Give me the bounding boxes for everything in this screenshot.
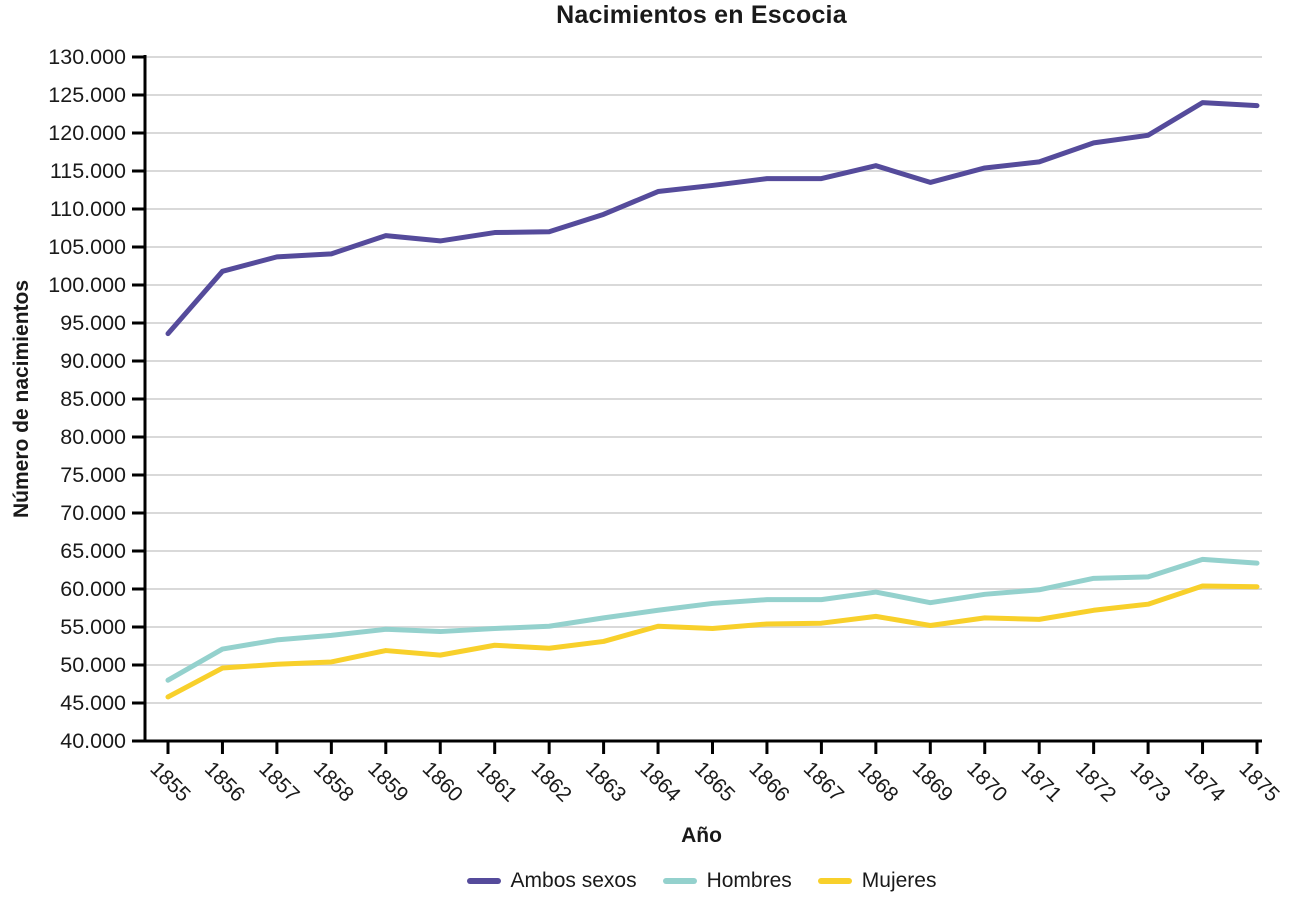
series-line-mujeres	[165, 583, 1260, 700]
chart-title: Nacimientos en Escocia	[556, 1, 847, 29]
legend-label: Mujeres	[861, 869, 937, 892]
x-tick-label: 1862	[527, 757, 576, 806]
x-tick-label: 1863	[581, 757, 630, 806]
y-tick-label: 75.000	[60, 463, 126, 487]
y-tick-label: 85.000	[60, 387, 126, 411]
x-tick-label: 1869	[908, 757, 957, 806]
x-tick-label: 1871	[1017, 757, 1066, 806]
x-tick-label: 1859	[363, 757, 412, 806]
y-tick-label: 90.000	[60, 349, 126, 373]
y-tick-label: 70.000	[60, 501, 126, 525]
y-tick-label: 105.000	[48, 235, 126, 259]
series-line-ambos-sexos	[165, 100, 1260, 337]
series-line-hombres	[165, 556, 1260, 683]
y-tick-label: 40.000	[60, 729, 126, 753]
legend-item-hombres: Hombres	[662, 869, 792, 893]
x-tick-label: 1864	[636, 757, 686, 807]
x-tick-label: 1875	[1234, 757, 1283, 806]
x-tick-label: 1858	[309, 757, 358, 806]
x-tick-label: 1855	[145, 757, 194, 806]
y-tick-label: 125.000	[48, 83, 126, 107]
y-tick-label: 110.000	[50, 197, 126, 221]
y-tick-label: 50.000	[60, 653, 126, 677]
x-tick-label: 1857	[254, 757, 303, 806]
x-tick-label: 1861	[472, 757, 521, 806]
legend-item-ambos-sexos: Ambos sexos	[466, 869, 637, 893]
legend-label: Ambos sexos	[510, 869, 637, 892]
y-tick-label: 100.000	[48, 273, 126, 297]
y-tick-label: 60.000	[60, 577, 126, 601]
x-tick-label: 1874	[1180, 757, 1230, 807]
x-tick-label: 1867	[799, 757, 848, 806]
y-tick-label: 80.000	[60, 425, 126, 449]
y-tick-label: 55.000	[60, 615, 126, 639]
x-axis-title: Año	[681, 824, 722, 847]
legend-item-mujeres: Mujeres	[817, 869, 937, 893]
x-tick-label: 1856	[200, 757, 249, 806]
y-tick-label: 65.000	[60, 539, 126, 563]
x-tick-label: 1868	[853, 757, 902, 806]
legend-label: Hombres	[706, 869, 792, 892]
y-tick-label: 120.000	[48, 121, 126, 145]
y-tick-label: 45.000	[60, 691, 126, 715]
x-tick-label: 1872	[1071, 757, 1120, 806]
chart-legend: Ambos sexos Hombres Mujeres	[145, 867, 1258, 895]
legend-swatch	[662, 878, 697, 884]
y-tick-label: 95.000	[60, 311, 126, 335]
y-tick-label: 130.000	[48, 45, 126, 69]
x-tick-label: 1870	[962, 757, 1011, 806]
x-tick-label: 1866	[744, 757, 793, 806]
legend-swatch	[466, 878, 501, 884]
x-tick-label: 1860	[418, 757, 467, 806]
legend-swatch	[817, 878, 852, 884]
x-tick-label: 1873	[1126, 757, 1175, 806]
y-tick-label: 115.000	[50, 159, 126, 183]
x-tick-label: 1865	[690, 757, 739, 806]
